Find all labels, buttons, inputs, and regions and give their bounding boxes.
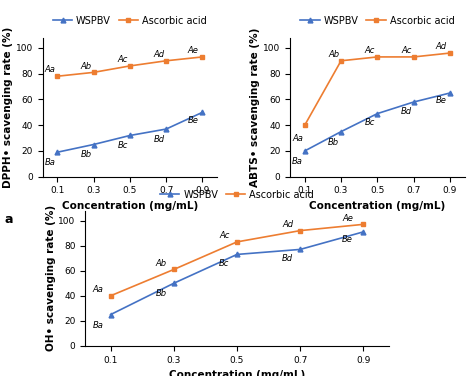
Text: Bc: Bc	[365, 118, 375, 127]
Text: Ae: Ae	[342, 214, 353, 223]
Text: Ab: Ab	[155, 259, 167, 268]
Ascorbic acid	[127, 64, 133, 68]
Line: Ascorbic acid: Ascorbic acid	[55, 55, 205, 79]
Ascorbic acid	[447, 51, 453, 55]
Ascorbic acid	[374, 55, 380, 59]
Text: Be: Be	[188, 115, 199, 124]
WSPBV	[297, 247, 303, 252]
Text: Be: Be	[436, 96, 447, 105]
Ascorbic acid	[55, 74, 60, 79]
Ascorbic acid	[108, 294, 113, 298]
Text: Ab: Ab	[328, 50, 339, 59]
Text: Aa: Aa	[45, 65, 55, 74]
Text: Ba: Ba	[45, 158, 55, 167]
X-axis label: Concentration (mg/mL): Concentration (mg/mL)	[62, 201, 198, 211]
Text: Bc: Bc	[118, 141, 128, 150]
Line: WSPBV: WSPBV	[55, 110, 205, 155]
Text: Aa: Aa	[292, 133, 303, 143]
Text: a: a	[4, 213, 13, 226]
Ascorbic acid	[302, 123, 308, 127]
WSPBV	[91, 142, 96, 147]
Y-axis label: DPPH• scavenging rate (%): DPPH• scavenging rate (%)	[3, 27, 13, 188]
Text: Ad: Ad	[282, 220, 293, 229]
WSPBV	[127, 133, 133, 138]
WSPBV	[171, 281, 177, 285]
WSPBV	[234, 252, 240, 257]
Ascorbic acid	[91, 70, 96, 74]
WSPBV	[447, 91, 453, 95]
X-axis label: Concentration (mg/mL): Concentration (mg/mL)	[309, 201, 446, 211]
WSPBV	[108, 312, 113, 317]
Text: Ad: Ad	[435, 42, 447, 51]
Ascorbic acid	[234, 240, 240, 244]
Legend: WSPBV, Ascorbic acid: WSPBV, Ascorbic acid	[156, 186, 318, 203]
Line: Ascorbic acid: Ascorbic acid	[302, 51, 452, 127]
Text: Ab: Ab	[81, 62, 92, 71]
WSPBV	[411, 100, 417, 104]
Text: b: b	[252, 213, 261, 226]
Y-axis label: OH• scavenging rate (%): OH• scavenging rate (%)	[46, 205, 55, 351]
Y-axis label: ABTS• scavenging rate (%): ABTS• scavenging rate (%)	[250, 27, 260, 187]
Ascorbic acid	[171, 267, 177, 272]
Text: Bd: Bd	[282, 254, 293, 263]
Ascorbic acid	[338, 59, 344, 63]
Text: Ac: Ac	[365, 46, 375, 55]
Text: Aa: Aa	[92, 285, 103, 294]
Line: WSPBV: WSPBV	[108, 229, 366, 317]
X-axis label: Concentration (mg/mL): Concentration (mg/mL)	[169, 370, 305, 376]
Legend: WSPBV, Ascorbic acid: WSPBV, Ascorbic acid	[296, 12, 458, 30]
Ascorbic acid	[361, 222, 366, 227]
Text: Ac: Ac	[401, 46, 411, 55]
Text: Bc: Bc	[219, 259, 229, 268]
Ascorbic acid	[411, 55, 417, 59]
WSPBV	[374, 111, 380, 116]
Text: Bb: Bb	[81, 150, 92, 159]
WSPBV	[361, 230, 366, 234]
WSPBV	[55, 150, 60, 155]
Ascorbic acid	[164, 59, 169, 63]
Ascorbic acid	[297, 228, 303, 233]
WSPBV	[302, 149, 308, 153]
Text: Ac: Ac	[118, 55, 128, 64]
Text: Be: Be	[342, 235, 353, 244]
Text: Bb: Bb	[155, 289, 167, 298]
Text: Ac: Ac	[219, 231, 229, 240]
WSPBV	[200, 110, 205, 115]
Text: Ad: Ad	[153, 50, 164, 59]
Line: WSPBV: WSPBV	[302, 91, 452, 153]
Text: Bd: Bd	[401, 107, 412, 115]
WSPBV	[164, 127, 169, 131]
Text: Bb: Bb	[328, 138, 339, 147]
Text: Ae: Ae	[188, 46, 199, 55]
Text: Ba: Ba	[292, 157, 303, 166]
Ascorbic acid	[200, 55, 205, 59]
WSPBV	[338, 129, 344, 134]
Line: Ascorbic acid: Ascorbic acid	[108, 222, 366, 298]
Legend: WSPBV, Ascorbic acid: WSPBV, Ascorbic acid	[49, 12, 211, 30]
Text: Ba: Ba	[92, 321, 103, 331]
Text: Bd: Bd	[153, 135, 164, 144]
